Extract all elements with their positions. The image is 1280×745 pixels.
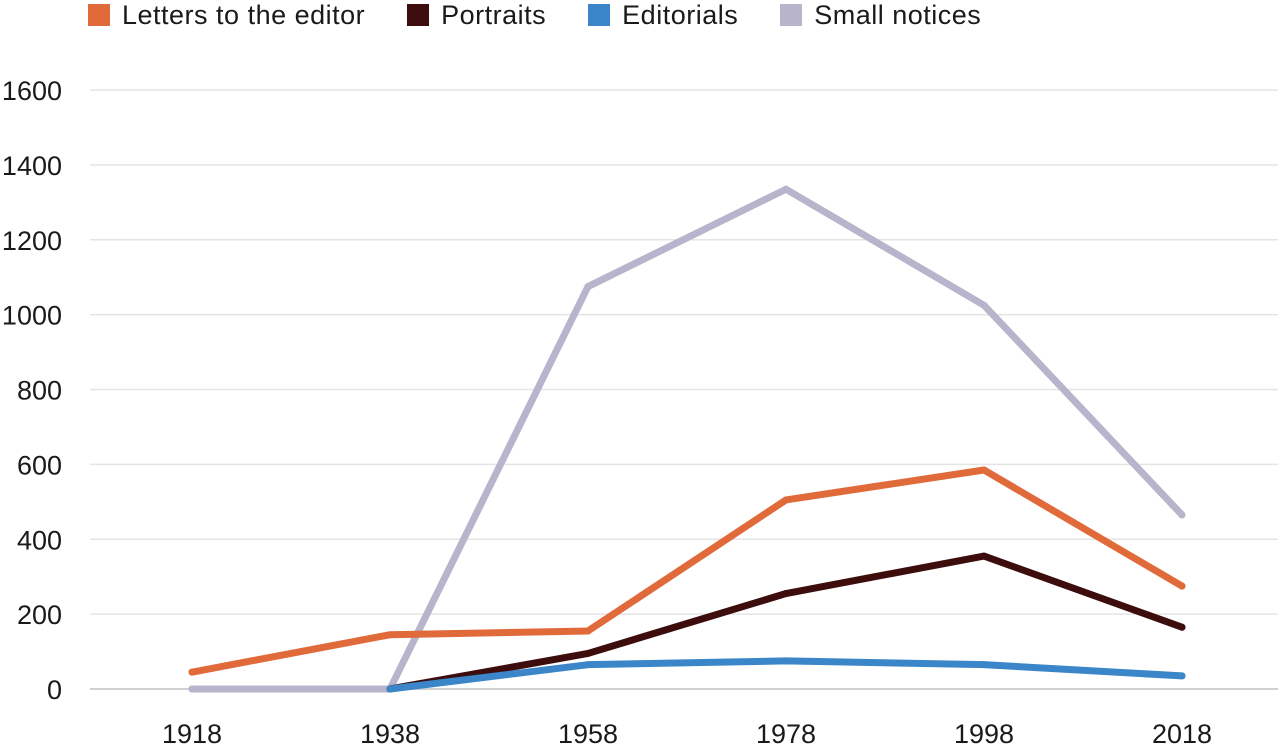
legend-swatch-letters — [88, 4, 110, 26]
x-tick-label-1958: 1958 — [558, 719, 618, 745]
data-point-letters-to-the-editor-1918 — [188, 668, 196, 676]
data-point-small-notices-1958 — [584, 283, 592, 291]
data-point-editorials-1958 — [584, 661, 592, 669]
x-tick-label-1998: 1998 — [954, 719, 1014, 745]
x-tick-label-1938: 1938 — [360, 719, 420, 745]
y-tick-label-600: 600 — [17, 450, 62, 480]
series-line-small-notices — [188, 185, 1186, 693]
data-point-editorials-1978 — [782, 657, 790, 665]
y-tick-label-800: 800 — [17, 376, 62, 406]
y-tick-label-1600: 1600 — [2, 76, 62, 106]
legend-swatch-editorials — [588, 4, 611, 26]
legend-item-editorials: Editorials — [588, 0, 738, 31]
x-tick-label-1918: 1918 — [162, 719, 222, 745]
legend-label-portraits: Portraits — [441, 0, 547, 30]
data-point-letters-to-the-editor-1938 — [386, 631, 394, 639]
legend-swatch-small-notices — [780, 4, 803, 26]
data-point-letters-to-the-editor-1998 — [980, 466, 988, 474]
data-point-editorials-1998 — [980, 661, 988, 669]
y-tick-label-0: 0 — [47, 675, 62, 705]
data-point-letters-to-the-editor-2018 — [1178, 582, 1186, 590]
data-point-portraits-1958 — [584, 649, 592, 657]
data-point-letters-to-the-editor-1958 — [584, 627, 592, 635]
data-point-editorials-2018 — [1178, 672, 1186, 680]
data-point-editorials-1938 — [386, 685, 394, 693]
x-tick-label-2018: 2018 — [1152, 719, 1212, 745]
data-point-portraits-2018 — [1178, 623, 1186, 631]
y-tick-label-200: 200 — [17, 600, 62, 630]
legend-item-letters: Letters to the editor — [88, 0, 365, 31]
legend-label-small-notices: Small notices — [814, 0, 982, 30]
data-point-small-notices-1918 — [188, 685, 196, 693]
chart-legend: Letters to the editor Portraits Editoria… — [88, 0, 1023, 30]
data-point-portraits-1998 — [980, 552, 988, 560]
data-point-small-notices-1998 — [980, 301, 988, 309]
data-point-small-notices-2018 — [1178, 511, 1186, 519]
legend-item-small-notices: Small notices — [780, 0, 981, 31]
x-tick-label-1978: 1978 — [756, 719, 816, 745]
legend-label-letters: Letters to the editor — [122, 0, 366, 30]
legend-item-portraits: Portraits — [407, 0, 546, 31]
y-tick-label-1000: 1000 — [2, 301, 62, 331]
legend-label-editorials: Editorials — [622, 0, 739, 30]
series-line-letters-to-the-editor — [188, 466, 1186, 676]
legend-swatch-portraits — [407, 4, 430, 26]
data-point-portraits-1978 — [782, 590, 790, 598]
y-tick-label-1400: 1400 — [2, 151, 62, 181]
y-tick-label-1200: 1200 — [2, 226, 62, 256]
data-point-small-notices-1978 — [782, 185, 790, 193]
y-tick-label-400: 400 — [17, 525, 62, 555]
data-point-letters-to-the-editor-1978 — [782, 496, 790, 504]
